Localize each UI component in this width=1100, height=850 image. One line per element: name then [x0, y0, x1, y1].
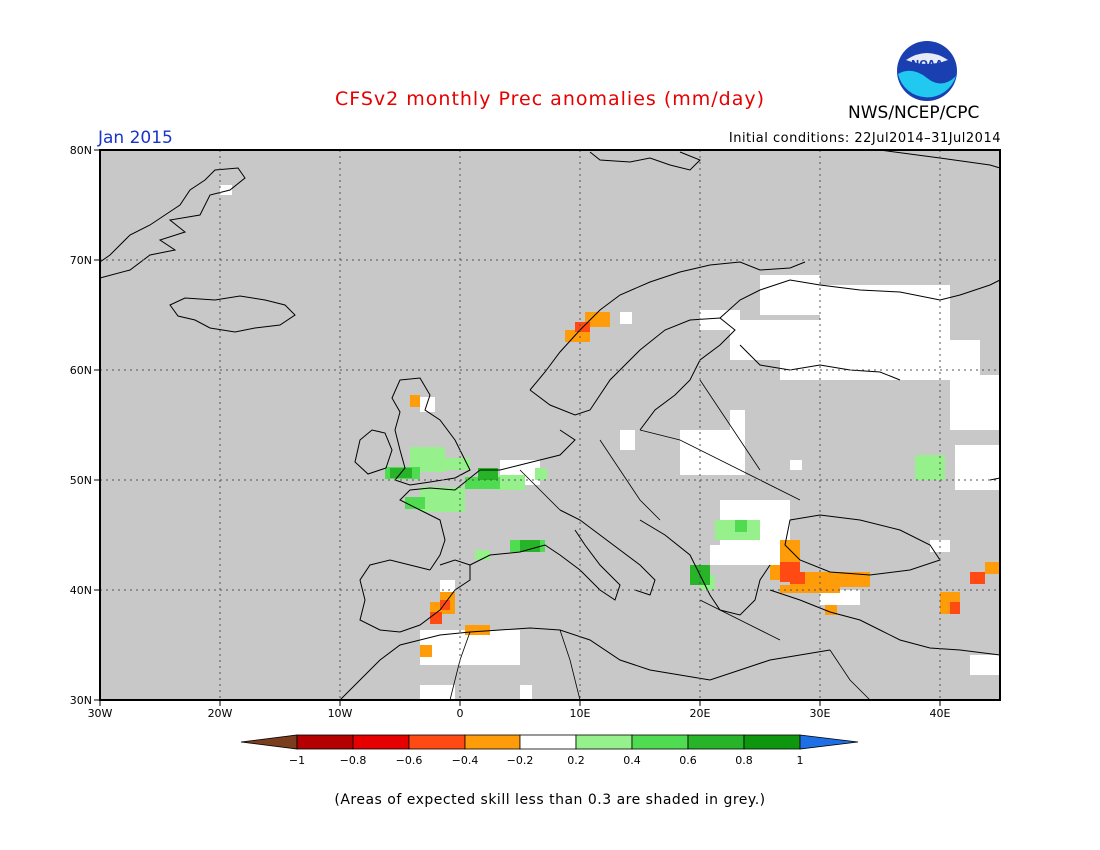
- colorbar-tick: 0.4: [623, 754, 641, 767]
- anomaly-cells: [220, 185, 1000, 700]
- svg-text:NOAA: NOAA: [911, 59, 943, 70]
- colorbar-tick: −1: [289, 754, 305, 767]
- colorbar-tick: −0.2: [507, 754, 534, 767]
- map-background: [100, 150, 1000, 700]
- lat-label-30n: 30N: [70, 694, 92, 707]
- colorbar-tick: 0.2: [567, 754, 585, 767]
- organization-label: NWS/NCEP/CPC: [848, 103, 980, 123]
- lon-label-10e: 10E: [570, 707, 591, 720]
- lat-label-70n: 70N: [70, 254, 92, 267]
- lon-label-0: 0: [457, 707, 464, 720]
- lon-label-30w: 30W: [88, 707, 113, 720]
- lat-label-80n: 80N: [70, 144, 92, 157]
- colorbar-tick: 0.6: [679, 754, 697, 767]
- colorbar-tick: 1: [797, 754, 804, 767]
- lon-label-40e: 40E: [930, 707, 951, 720]
- gridlines: [100, 150, 1000, 700]
- colorbar-arrow-high: [799, 734, 859, 750]
- lon-label-20w: 20W: [208, 707, 233, 720]
- initial-conditions: Initial conditions: 22Jul2014–31Jul2014: [728, 131, 1001, 146]
- forecast-month: Jan 2015: [98, 128, 173, 148]
- lat-label-40n: 40N: [70, 584, 92, 597]
- coastlines: [99, 149, 1001, 701]
- lon-label-30e: 30E: [810, 707, 831, 720]
- map-frame: [99, 149, 1001, 701]
- lon-label-20e: 20E: [690, 707, 711, 720]
- lat-label-60n: 60N: [70, 364, 92, 377]
- lat-label-50n: 50N: [70, 474, 92, 487]
- colorbar-labels: −1 −0.8 −0.6 −0.4 −0.2 0.2 0.4 0.6 0.8 1: [289, 754, 804, 767]
- colorbar-tick: −0.4: [452, 754, 479, 767]
- lon-label-10w: 10W: [328, 707, 353, 720]
- skill-footnote: (Areas of expected skill less than 0.3 a…: [334, 792, 766, 808]
- colorbar-arrow-low: [240, 734, 298, 750]
- noaa-logo: NOAA: [896, 40, 958, 106]
- colorbar-tick: −0.8: [340, 754, 367, 767]
- map-title: CFSv2 monthly Prec anomalies (mm/day): [334, 88, 766, 110]
- colorbar-tick: −0.6: [396, 754, 423, 767]
- colorbar-tick: 0.8: [735, 754, 753, 767]
- colorbar: [240, 734, 859, 750]
